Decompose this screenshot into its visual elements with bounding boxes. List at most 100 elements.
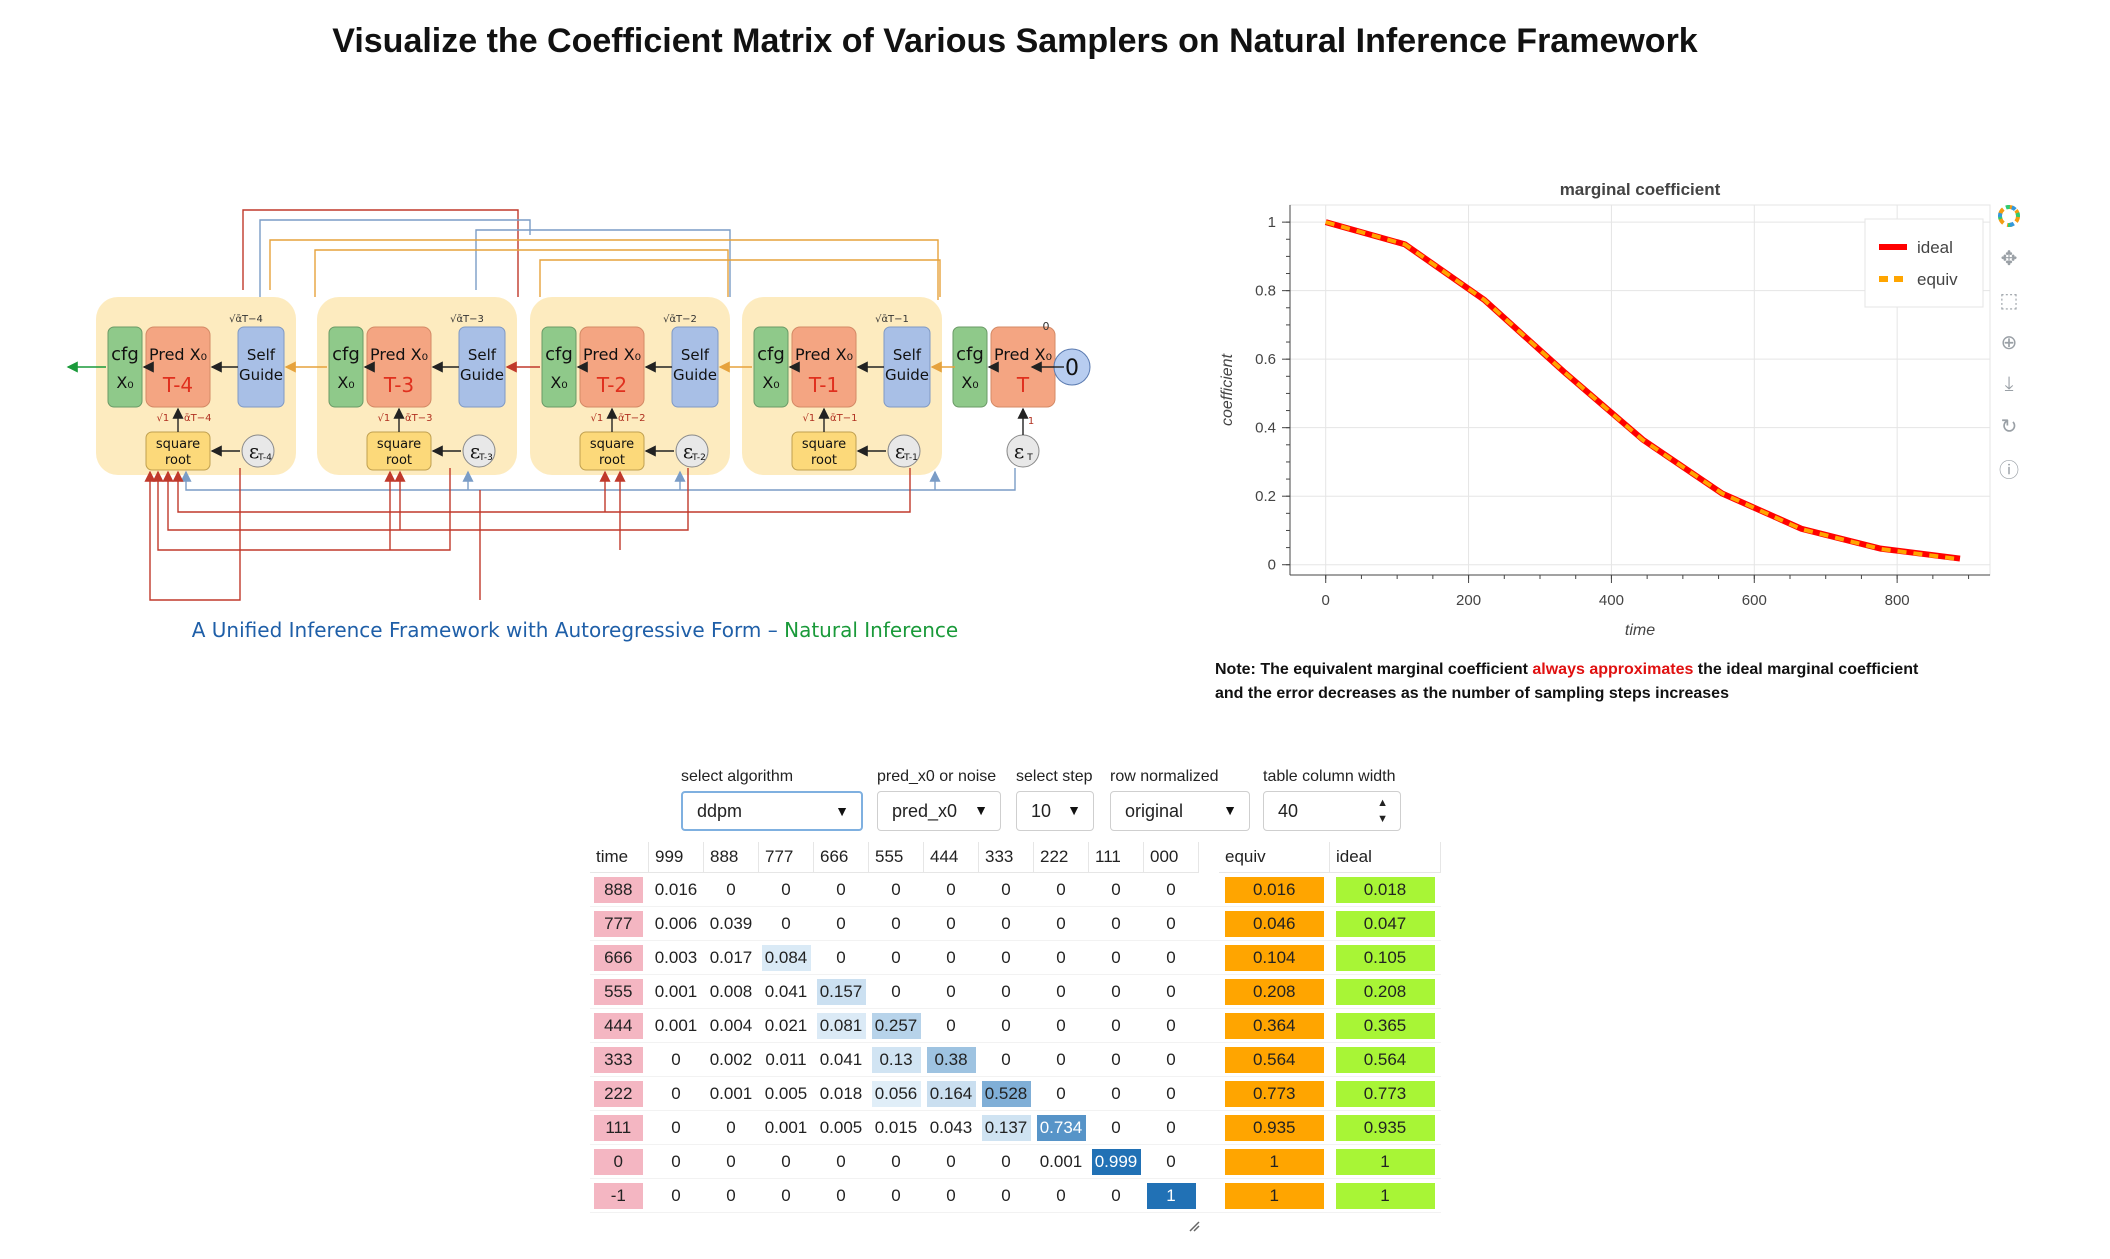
ideal-cell[interactable]: 0.047 [1329,906,1441,941]
matrix-cell[interactable]: 0 [978,974,1034,1009]
matrix-cell[interactable]: 0 [978,1008,1034,1043]
matrix-cell[interactable]: 0.011 [758,1042,814,1077]
matrix-cell[interactable]: 0 [1033,1178,1089,1213]
time-cell[interactable]: 444 [590,1008,649,1043]
equiv-cell[interactable]: 1 [1219,1144,1330,1179]
matrix-cell[interactable]: 0 [1033,906,1089,941]
matrix-cell[interactable]: 0 [1088,1076,1144,1111]
matrix-cell[interactable]: 0 [1033,1042,1089,1077]
matrix-cell[interactable]: 0.164 [923,1076,979,1111]
matrix-cell[interactable]: 0 [1088,1008,1144,1043]
equiv-cell[interactable]: 0.935 [1219,1110,1330,1145]
matrix-cell[interactable]: 0 [758,1144,814,1179]
matrix-cell[interactable]: 0 [1033,940,1089,975]
matrix-cell[interactable]: 0 [1143,906,1199,941]
matrix-cell[interactable]: 0 [813,872,869,907]
matrix-cell[interactable]: 0 [813,940,869,975]
matrix-cell[interactable]: 0 [868,872,924,907]
help-icon[interactable]: ⓘ [1999,459,2019,482]
matrix-cell[interactable]: 0.015 [868,1110,924,1145]
matrix-cell[interactable]: 0.017 [703,940,759,975]
time-cell[interactable]: 333 [590,1042,649,1077]
time-cell[interactable]: 222 [590,1076,649,1111]
column-header-equiv[interactable]: equiv [1219,842,1330,873]
table-row[interactable]: 555 0.001 0.008 0.041 0.157 0 0 0 0 0 0 0.208 0.208 [590,974,1441,1009]
matrix-cell[interactable]: 0 [648,1110,704,1145]
matrix-cell[interactable]: 0 [1143,1110,1199,1145]
ideal-cell[interactable]: 0.105 [1329,940,1441,975]
matrix-cell[interactable]: 0 [868,1178,924,1213]
column-header[interactable]: 222 [1033,842,1089,873]
table-row[interactable]: 888 0.016 0 0 0 0 0 0 0 0 0 0.016 0.018 [590,872,1441,907]
matrix-cell[interactable]: 0 [703,1110,759,1145]
table-row[interactable]: 444 0.001 0.004 0.021 0.081 0.257 0 0 0 0 0 0.364 0.… [590,1008,1441,1043]
matrix-cell[interactable]: 0.016 [648,872,704,907]
matrix-cell[interactable]: 0 [923,1144,979,1179]
column-header[interactable]: 444 [923,842,979,873]
matrix-cell[interactable]: 0 [1088,1110,1144,1145]
matrix-cell[interactable]: 0.043 [923,1110,979,1145]
equiv-cell[interactable]: 0.773 [1219,1076,1330,1111]
matrix-cell[interactable]: 0.157 [813,974,869,1009]
table-row[interactable]: 333 0 0.002 0.011 0.041 0.13 0.38 0 0 0 0 0.564 0.56… [590,1042,1441,1077]
matrix-cell[interactable]: 0.021 [758,1008,814,1043]
step-select[interactable]: 10 ▼ [1016,791,1094,831]
time-cell[interactable]: 555 [590,974,649,1009]
ideal-cell[interactable]: 0.018 [1329,872,1441,907]
table-row[interactable]: 777 0.006 0.039 0 0 0 0 0 0 0 0 0.046 0.047 [590,906,1441,941]
matrix-cell[interactable]: 0 [1033,974,1089,1009]
matrix-cell[interactable]: 0.001 [648,1008,704,1043]
matrix-cell[interactable]: 0.137 [978,1110,1034,1145]
column-header[interactable]: 999 [648,842,704,873]
col-width-spinner[interactable]: 40 ▲ ▼ [1263,791,1401,831]
matrix-cell[interactable]: 0 [978,940,1034,975]
matrix-cell[interactable]: 0.008 [703,974,759,1009]
reset-icon[interactable]: ↻ [2000,415,2018,438]
matrix-cell[interactable]: 0 [978,1178,1034,1213]
column-header[interactable]: 888 [703,842,759,873]
matrix-cell[interactable]: 0 [923,974,979,1009]
matrix-cell[interactable]: 0 [1143,974,1199,1009]
matrix-cell[interactable]: 0 [813,1144,869,1179]
matrix-cell[interactable]: 0 [1033,872,1089,907]
matrix-cell[interactable]: 0.13 [868,1042,924,1077]
pan-icon[interactable]: ✥ [2000,247,2018,270]
equiv-cell[interactable]: 0.046 [1219,906,1330,941]
matrix-cell[interactable]: 0 [978,906,1034,941]
table-row[interactable]: 222 0 0.001 0.005 0.018 0.056 0.164 0.528 0 0 0 0.7… [590,1076,1441,1111]
matrix-cell[interactable]: 0 [923,906,979,941]
matrix-cell[interactable]: 0.002 [703,1042,759,1077]
matrix-cell[interactable]: 0 [813,906,869,941]
matrix-cell[interactable]: 0 [703,1178,759,1213]
equiv-cell[interactable]: 0.564 [1219,1042,1330,1077]
matrix-cell[interactable]: 0 [648,1042,704,1077]
matrix-cell[interactable]: 0 [923,872,979,907]
row-norm-select[interactable]: original ▼ [1110,791,1250,831]
wheel-zoom-icon[interactable]: ⊕ [2000,331,2018,354]
matrix-cell[interactable]: 0 [868,1144,924,1179]
column-header[interactable]: 555 [868,842,924,873]
table-row[interactable]: 0 0 0 0 0 0 0 0 0.001 0.999 0 1 1 [590,1144,1441,1179]
time-cell[interactable]: 111 [590,1110,649,1145]
matrix-cell[interactable]: 0.528 [978,1076,1034,1111]
matrix-cell[interactable]: 0 [813,1178,869,1213]
matrix-cell[interactable]: 0 [868,974,924,1009]
matrix-cell[interactable]: 0 [1143,872,1199,907]
matrix-cell[interactable]: 0 [1143,940,1199,975]
column-header-ideal[interactable]: ideal [1329,842,1441,873]
matrix-cell[interactable]: 0.006 [648,906,704,941]
ideal-cell[interactable]: 1 [1329,1144,1441,1179]
column-header-time[interactable]: time [590,842,649,873]
matrix-cell[interactable]: 0.039 [703,906,759,941]
matrix-cell[interactable]: 0.003 [648,940,704,975]
matrix-cell[interactable]: 0 [758,906,814,941]
column-header[interactable]: 000 [1143,842,1199,873]
equiv-cell[interactable]: 0.364 [1219,1008,1330,1043]
matrix-cell[interactable]: 0.056 [868,1076,924,1111]
save-icon[interactable]: ⤓ [2004,372,2014,395]
matrix-cell[interactable]: 0 [758,872,814,907]
equiv-cell[interactable]: 0.104 [1219,940,1330,975]
equiv-cell[interactable]: 0.208 [1219,974,1330,1009]
column-header[interactable]: 666 [813,842,869,873]
matrix-cell[interactable]: 0 [758,1178,814,1213]
